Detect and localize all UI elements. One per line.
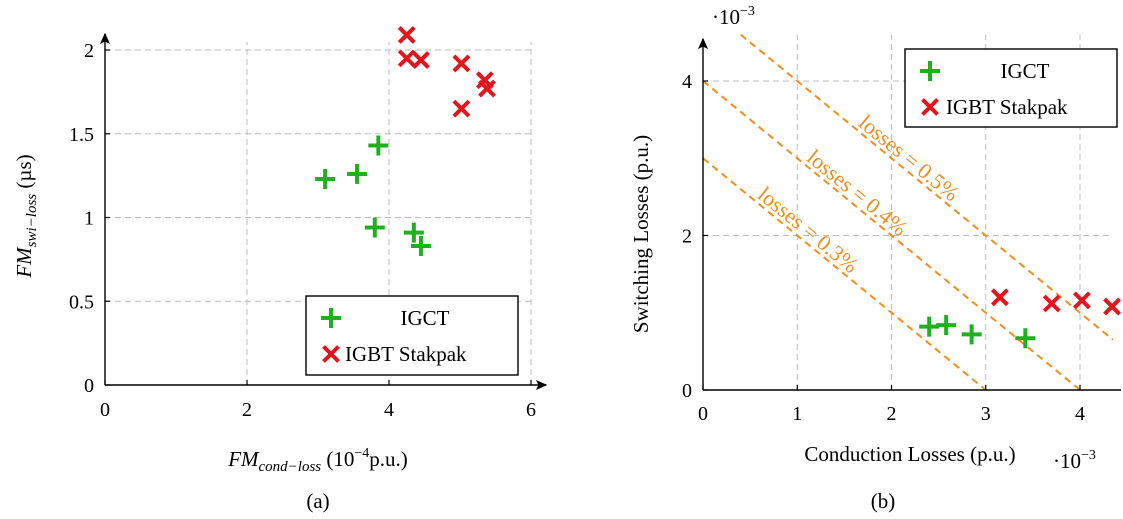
panel-a-point-igct [368, 135, 389, 156]
panel-b-point-igbt [1103, 297, 1121, 316]
panel-b-iso-line [702, 80, 1081, 391]
panel-b-legend-markers [920, 61, 940, 116]
panel-a-point-igct [315, 168, 336, 189]
panel-b-x-multiplier: ·10−3 [1053, 448, 1096, 473]
panel-a-x-axis-label: FMcond−loss (10−4p.u.) [227, 446, 408, 475]
panel-b-x-tick-label: 3 [981, 403, 991, 425]
panel-b-legend: IGCT IGBT Stakpak [904, 48, 1118, 128]
panel-a-x-tick-label: 4 [384, 399, 394, 421]
panel-a-legend-marker-igct [321, 308, 341, 328]
panel-a-legend-markers [321, 308, 341, 363]
panel-b-point-igct [936, 315, 957, 336]
panel-a-point-igct [347, 163, 368, 184]
panel-a-point-igbt [397, 26, 416, 44]
panel-a-y-tick-label: 0.5 [69, 291, 94, 313]
panel-b-legend-label-igct: IGCT [1001, 59, 1050, 83]
panel-b-x-tick-label: 4 [1075, 403, 1085, 425]
panel-b-y-tick-label: 0 [682, 380, 692, 402]
panel-b-point-igct [919, 316, 940, 337]
panel-b-point-igbt [990, 288, 1009, 307]
panel-a-point-igbt [452, 99, 471, 118]
panel-a-x-tick-label: 2 [242, 399, 252, 421]
panel-b-x-axis-label: Conduction Losses (p.u.) [804, 442, 1015, 466]
panel-a-legend-box [305, 295, 519, 376]
panel-a-point-igct [364, 217, 385, 238]
caption-b: (b) [871, 489, 896, 513]
panel-a-y-tick-label: 1.5 [69, 124, 94, 146]
panel-a-point-igbt [478, 79, 496, 98]
panel-b-point-igct [1015, 328, 1036, 349]
panel-b-y-tick-label: 2 [682, 226, 692, 248]
panel-a-chart: 0 2 4 6 0 0.5 1 1.5 2 FMcond−loss (10−4p.u.) FMs… [12, 26, 548, 513]
panel-b-point-igbt [1042, 294, 1061, 313]
panel-a-legend-label-igbt: IGBT Stakpak [345, 342, 467, 366]
panel-a-point-igct [403, 222, 424, 243]
panel-b-point-igbt [1072, 291, 1091, 310]
panel-a-y-axis-label: FMswi−loss (µs) [12, 154, 40, 278]
panel-a-point-igbt [452, 54, 471, 73]
panel-a-y-tick-label: 1 [84, 208, 94, 230]
caption-a: (a) [306, 489, 329, 513]
panel-a-y-tick-label: 0 [84, 375, 94, 397]
panel-b-x-tick-label: 0 [698, 403, 708, 425]
panel-b-axes [697, 37, 1121, 391]
panel-a-axes [99, 32, 548, 391]
panel-b-x-tick-label: 2 [887, 403, 897, 425]
panel-a-tick-labels: 0 2 4 6 0 0.5 1 1.5 2 [69, 40, 536, 421]
panel-a-legend: IGCT IGBT Stakpak [305, 295, 519, 376]
panel-b-y-tick-label: 4 [682, 71, 692, 93]
panel-b-data-points [919, 288, 1121, 349]
panel-b-legend-marker-igbt [921, 98, 939, 116]
panel-b-y-axis-label: Switching Losses (p.u.) [629, 135, 653, 333]
panel-a-legend-marker-igbt [322, 345, 340, 363]
panel-b-legend-box [904, 48, 1118, 128]
panel-a-point-igbt [397, 49, 416, 68]
panel-b-iso-line [702, 157, 987, 391]
panel-a-x-tick-label: 6 [526, 399, 536, 421]
panel-b-y-multiplier: ·10−3 [712, 4, 755, 29]
panel-a-data-points [315, 26, 496, 256]
panel-b-chart: losses = 0.3%losses = 0.4%losses = 0.5% … [629, 4, 1121, 513]
panel-b-legend-label-igbt: IGBT Stakpak [946, 95, 1068, 119]
panel-a-x-tick-label: 0 [100, 399, 110, 421]
panel-b-point-igct [961, 324, 982, 345]
panel-b-iso-line [740, 33, 1114, 341]
panel-b-tick-labels: 0 1 2 3 4 0 2 4 [682, 71, 1085, 425]
panel-a-point-igbt [412, 51, 430, 69]
panel-a-legend-label-igct: IGCT [401, 306, 450, 330]
panel-a-y-tick-label: 2 [84, 40, 94, 62]
panel-a-point-igct [410, 235, 431, 256]
panel-b-x-tick-label: 1 [792, 403, 802, 425]
panel-b-legend-marker-igct [920, 61, 940, 81]
